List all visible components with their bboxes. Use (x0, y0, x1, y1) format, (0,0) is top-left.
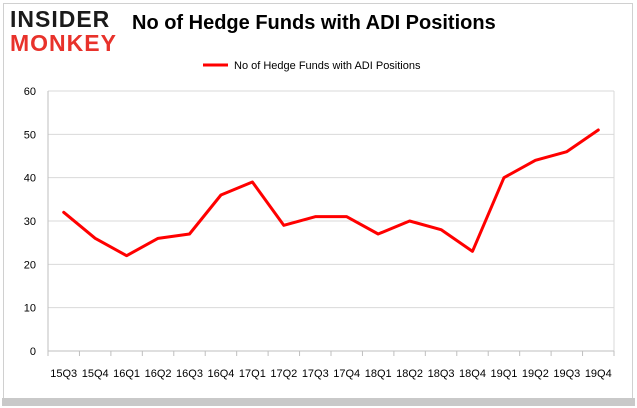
y-tick-labels: 0 10 20 30 40 50 60 (24, 86, 36, 358)
chart-title: No of Hedge Funds with ADI Positions (132, 12, 496, 34)
gridlines (48, 90, 615, 351)
x-tick-label: 19Q1 (490, 368, 517, 380)
y-tick-label: 10 (24, 303, 36, 315)
x-tick-label: 18Q4 (459, 368, 486, 380)
y-tick-label: 20 (24, 259, 36, 271)
y-tick-label: 40 (24, 173, 36, 185)
y-tick-label: 30 (24, 216, 36, 228)
x-tick-label: 17Q2 (270, 368, 297, 380)
x-tick-label: 19Q4 (585, 368, 612, 380)
series-lines (62, 128, 600, 258)
x-tick-label: 16Q2 (145, 368, 172, 380)
x-tick-label: 16Q4 (207, 368, 234, 380)
legend-label: No of Hedge Funds with ADI Positions (234, 60, 421, 72)
legend: No of Hedge Funds with ADI Positions (203, 60, 421, 72)
chart-border (3, 3, 633, 399)
x-tick-label: 19Q2 (522, 368, 549, 380)
x-tick-label: 18Q1 (365, 368, 392, 380)
x-tick-label: 15Q3 (50, 368, 77, 380)
series-line (62, 128, 600, 258)
x-tick-label: 15Q4 (82, 368, 109, 380)
axes (47, 91, 615, 356)
y-tick-label: 50 (24, 129, 36, 141)
x-tick-label: 18Q2 (396, 368, 423, 380)
x-tick-label: 16Q1 (113, 368, 140, 380)
y-tick-label: 0 (30, 346, 36, 358)
x-tick-label: 17Q1 (239, 368, 266, 380)
insider-monkey-logo: INSIDER MONKEY (10, 7, 120, 57)
x-tick-label: 16Q3 (176, 368, 203, 380)
y-tick-label: 60 (24, 86, 36, 98)
x-tick-label: 17Q3 (302, 368, 329, 380)
x-tick-labels: 15Q3 15Q4 16Q1 16Q2 16Q3 16Q4 17Q1 17Q2 17Q3 17Q4… (50, 368, 611, 380)
x-tick-label: 19Q3 (553, 368, 580, 380)
logo-line-1: INSIDER (10, 6, 111, 32)
x-tick-label: 18Q3 (428, 368, 455, 380)
logo-line-2: MONKEY (10, 30, 117, 56)
x-tick-label: 17Q4 (333, 368, 360, 380)
